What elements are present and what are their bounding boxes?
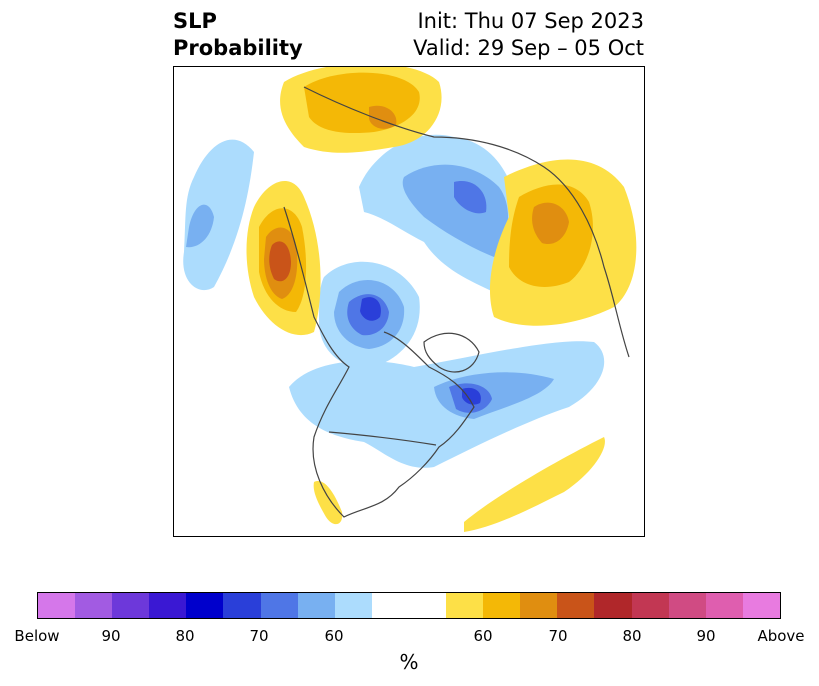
greenland-coast	[423, 332, 480, 373]
colorbar-segment	[631, 593, 669, 618]
coastlines	[283, 86, 630, 518]
us-border	[328, 431, 437, 446]
map-dates: Init: Thu 07 Sep 2023 Valid: 29 Sep – 05…	[413, 8, 644, 62]
map-canvas	[183, 67, 637, 532]
arctic-blue-core	[454, 181, 487, 214]
colorbar-unit-label: %	[399, 650, 419, 674]
pacific-blue-core	[186, 204, 214, 248]
colorbar-segment	[446, 593, 484, 618]
colorbar-segment	[520, 593, 558, 618]
colorbar-segment	[38, 593, 76, 618]
pacific-blue-region	[183, 139, 254, 291]
colorbar-tick-label: 90	[696, 627, 716, 645]
colorbar-tick-label: 80	[622, 627, 642, 645]
yukon-blue-core	[360, 297, 381, 321]
colorbar-segment	[557, 593, 595, 618]
init-date: Init: Thu 07 Sep 2023	[417, 9, 644, 33]
colorbar-segment	[297, 593, 335, 618]
map-title: SLP Probability	[173, 8, 303, 62]
north-america-coast	[283, 206, 475, 518]
valid-period: Valid: 29 Sep – 05 Oct	[413, 36, 644, 60]
colorbar-tick-label: 60	[324, 627, 344, 645]
colorbar-tick-label: 80	[175, 627, 195, 645]
colorbar-segment	[112, 593, 150, 618]
colorbar-segment	[186, 593, 224, 618]
colorbar-segment	[334, 593, 372, 618]
colorbar-segment	[260, 593, 298, 618]
eurasia-coast	[303, 86, 630, 358]
pacific-red-core	[269, 241, 291, 282]
colorbar-segment	[149, 593, 187, 618]
atlantic-yellow-region	[464, 437, 605, 532]
colorbar-segment	[594, 593, 632, 618]
colorbar-segment	[223, 593, 261, 618]
colorbar-tick-label: Above	[757, 627, 805, 645]
colorbar-segment	[668, 593, 706, 618]
above-normal-regions	[246, 67, 637, 532]
below-normal-regions	[183, 134, 605, 468]
colorbar-segment	[705, 593, 743, 618]
europe-darkorange-core	[532, 202, 569, 245]
variable-label: SLP	[173, 9, 217, 33]
colorbar-segment	[408, 593, 447, 618]
arctic-blue-mid	[402, 164, 509, 257]
colorbar-tick-label: 90	[101, 627, 121, 645]
colorbar-tick-label: Below	[14, 627, 60, 645]
colorbar-segment	[483, 593, 521, 618]
probability-colorbar	[37, 592, 781, 619]
probability-map	[173, 66, 645, 537]
colorbar-tick-label: 70	[548, 627, 568, 645]
mexico-yellow-region	[313, 481, 343, 525]
colorbar-tick-label: 70	[249, 627, 269, 645]
colorbar-segment	[371, 593, 409, 618]
colorbar-segment	[742, 593, 780, 618]
product-label: Probability	[173, 36, 303, 60]
colorbar-segment	[75, 593, 113, 618]
labrador-blue-core	[462, 387, 481, 405]
colorbar-tick-label: 60	[473, 627, 493, 645]
